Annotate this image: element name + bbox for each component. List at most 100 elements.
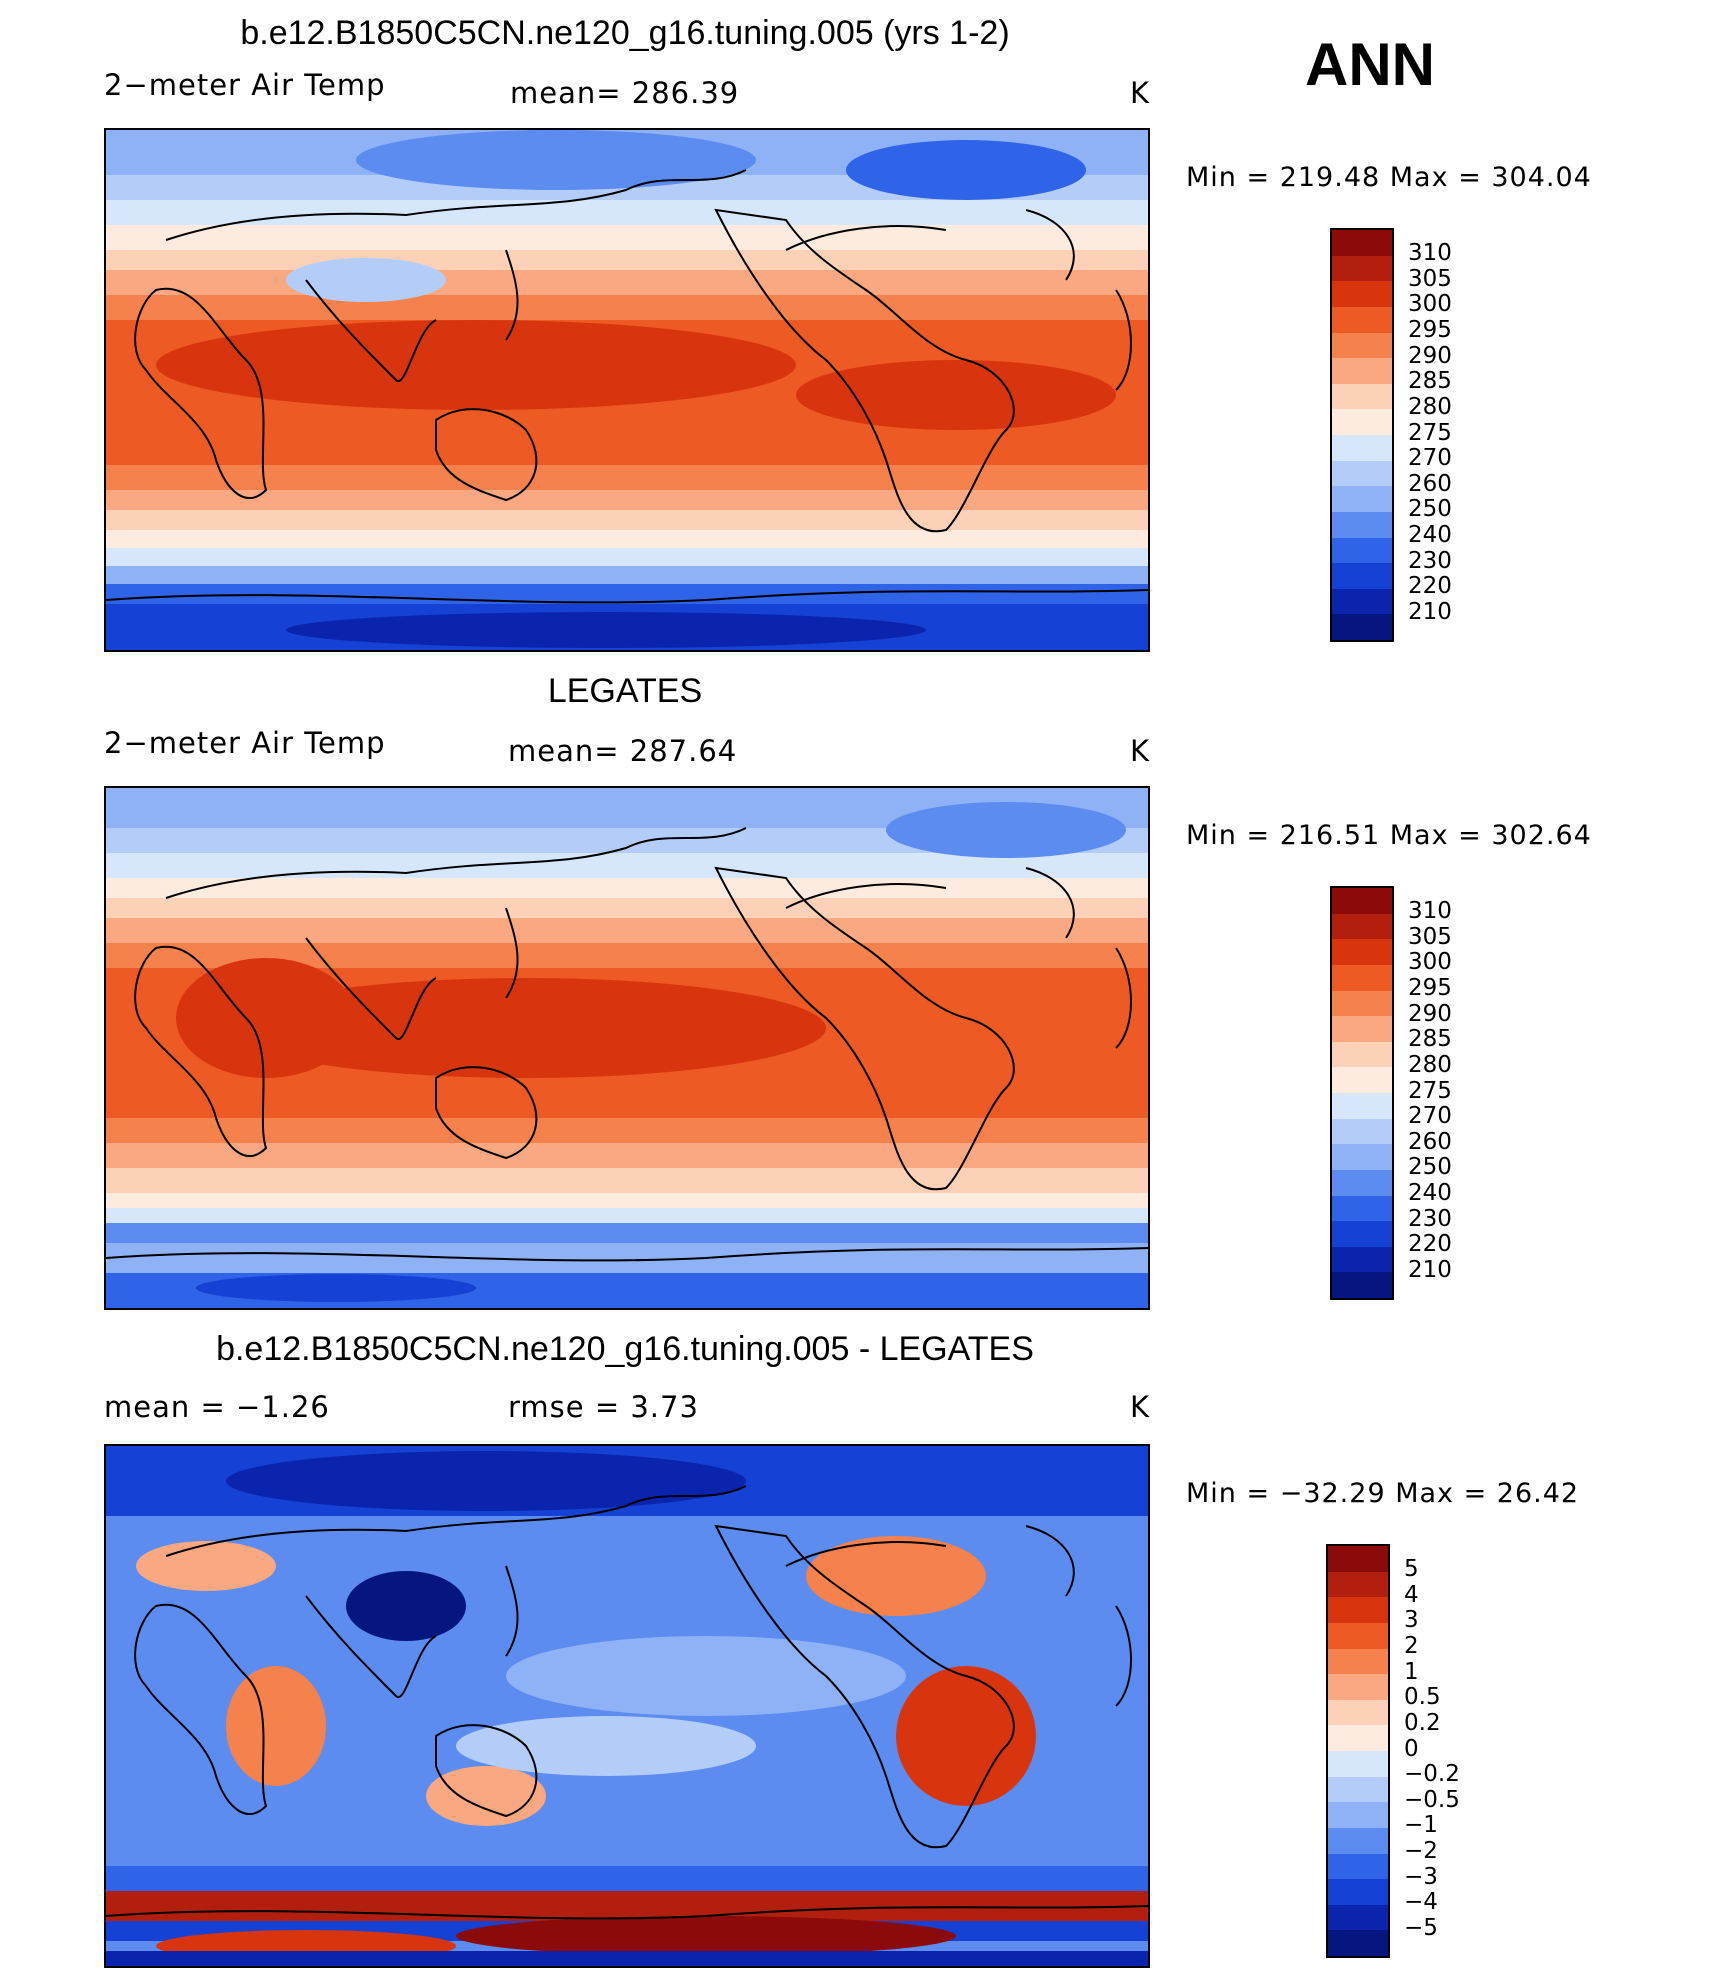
panel-3-rmse: rmse = 3.73: [508, 1390, 699, 1424]
colorbar-segment: [1332, 1221, 1392, 1247]
colorbar-tick-label: 4: [1404, 1581, 1419, 1608]
panel-1-variable-label: 2−meter Air Temp: [104, 68, 386, 102]
colorbar-tick-label: 260: [1408, 1128, 1452, 1155]
panel-2-minmax: Min = 216.51 Max = 302.64: [1186, 820, 1592, 851]
colorbar-segment: [1332, 332, 1392, 359]
panel-2-map-svg: [106, 788, 1148, 1308]
panel-3-map-svg: [106, 1446, 1148, 1966]
colorbar-segment: [1328, 1879, 1388, 1905]
colorbar-tick-label: 3: [1404, 1607, 1419, 1634]
colorbar-segment: [1332, 1272, 1392, 1298]
colorbar-segment: [1332, 537, 1392, 564]
colorbar-tick-label: 220: [1408, 573, 1452, 600]
colorbar-segment: [1332, 1195, 1392, 1222]
panel-1-map-svg: [106, 130, 1148, 650]
colorbar-segment: [1328, 1802, 1388, 1828]
panel-1-title: b.e12.B1850C5CN.ne120_g16.tuning.005 (yr…: [240, 14, 1010, 52]
colorbar-segment: [1332, 409, 1392, 435]
colorbar-tick-label: 0: [1404, 1735, 1419, 1762]
colorbar-tick-label: 270: [1408, 445, 1452, 472]
panel-2-variable-label: 2−meter Air Temp: [104, 726, 386, 760]
panel-2-map: [104, 786, 1150, 1310]
colorbar-tick-label: 5: [1404, 1556, 1419, 1583]
colorbar-segment: [1332, 511, 1392, 538]
colorbar-tick-label: 290: [1408, 1000, 1452, 1027]
colorbar-segment: [1328, 1622, 1388, 1649]
colorbar-tick-label: 295: [1408, 975, 1452, 1001]
colorbar-tick-label: 305: [1408, 923, 1452, 950]
colorbar-tick-label: 230: [1408, 1205, 1452, 1232]
colorbar-segment: [1328, 1674, 1388, 1700]
panel-1-minmax: Min = 219.48 Max = 304.04: [1186, 162, 1592, 193]
colorbar-tick-label: 0.5: [1404, 1684, 1441, 1711]
colorbar-tick-label: 1: [1404, 1658, 1419, 1685]
colorbar-tick-label: 2: [1404, 1633, 1419, 1659]
panel-3-map: [104, 1444, 1150, 1968]
panel-3-title: b.e12.B1850C5CN.ne120_g16.tuning.005 - L…: [216, 1330, 1034, 1368]
colorbar-tick-label: −0.5: [1404, 1786, 1460, 1813]
colorbar-segment: [1332, 1016, 1392, 1042]
colorbar-segment: [1328, 1597, 1388, 1623]
colorbar-segment: [1332, 435, 1392, 461]
colorbar-tick-label: −1: [1404, 1812, 1438, 1839]
panel-1-mean: mean= 286.39: [510, 76, 740, 110]
colorbar-tick-label: 275: [1408, 419, 1452, 446]
colorbar-segment: [1332, 358, 1392, 384]
colorbar-segment: [1332, 1041, 1392, 1068]
panel-3-units: K: [1130, 1390, 1151, 1424]
panel-1-units: K: [1130, 76, 1151, 110]
colorbar-tick-label: 285: [1408, 368, 1452, 395]
colorbar-tick-label: 275: [1408, 1077, 1452, 1104]
colorbar-tick-label: 260: [1408, 470, 1452, 497]
colorbar-segment: [1332, 230, 1392, 256]
colorbar-segment: [1332, 255, 1392, 282]
colorbar-tick-label: −0.2: [1404, 1761, 1460, 1788]
colorbar-segment: [1332, 281, 1392, 307]
colorbar-segment: [1332, 1169, 1392, 1196]
colorbar-segment: [1332, 1067, 1392, 1093]
colorbar-tick-label: 310: [1408, 898, 1452, 925]
colorbar-segment: [1328, 1571, 1388, 1598]
panel-3-minmax: Min = −32.29 Max = 26.42: [1186, 1478, 1580, 1509]
colorbar-tick-label: −5: [1404, 1914, 1438, 1941]
colorbar-segment: [1332, 1093, 1392, 1119]
colorbar-tick-label: −3: [1404, 1863, 1438, 1890]
colorbar-segment: [1332, 563, 1392, 589]
colorbar-segment: [1328, 1827, 1388, 1854]
colorbar-tick-label: 285: [1408, 1026, 1452, 1053]
season-label: ANN: [1305, 31, 1435, 98]
colorbar-segment: [1332, 990, 1392, 1017]
colorbar-tick-label: 250: [1408, 1154, 1452, 1181]
colorbar-segment: [1332, 913, 1392, 940]
colorbar-segment: [1328, 1930, 1388, 1956]
colorbar-segment: [1332, 1144, 1392, 1170]
colorbar-tick-label: 295: [1408, 317, 1452, 343]
colorbar-segment: [1328, 1776, 1388, 1803]
colorbar-segment: [1328, 1699, 1388, 1726]
panel-2-units: K: [1130, 734, 1151, 768]
panel-2-mean: mean= 287.64: [508, 734, 738, 768]
colorbar-tick-label: 240: [1408, 1180, 1452, 1206]
colorbar-segment: [1332, 383, 1392, 410]
colorbar-segment: [1332, 1246, 1392, 1273]
colorbar-segment: [1332, 306, 1392, 333]
colorbar-segment: [1332, 1118, 1392, 1145]
colorbar-tick-label: 280: [1408, 393, 1452, 420]
colorbar-tick-label: 210: [1408, 1256, 1452, 1283]
colorbar-tick-label: 210: [1408, 598, 1452, 625]
colorbar-segment: [1332, 614, 1392, 640]
colorbar-tick-label: 0.2: [1404, 1709, 1441, 1736]
colorbar-segment: [1328, 1853, 1388, 1880]
colorbar-tick-label: 280: [1408, 1051, 1452, 1078]
colorbar-tick-label: −2: [1404, 1838, 1438, 1864]
colorbar-tick-label: 250: [1408, 496, 1452, 523]
colorbar-tick-label: 305: [1408, 265, 1452, 292]
colorbar-segment: [1328, 1725, 1388, 1751]
colorbar-tick-label: 300: [1408, 291, 1452, 318]
colorbar-segment: [1332, 939, 1392, 965]
colorbar-tick-label: 240: [1408, 522, 1452, 548]
colorbar-tick-label: 290: [1408, 342, 1452, 369]
panel-1-map: [104, 128, 1150, 652]
colorbar-segment: [1332, 486, 1392, 512]
colorbar-segment: [1328, 1648, 1388, 1675]
